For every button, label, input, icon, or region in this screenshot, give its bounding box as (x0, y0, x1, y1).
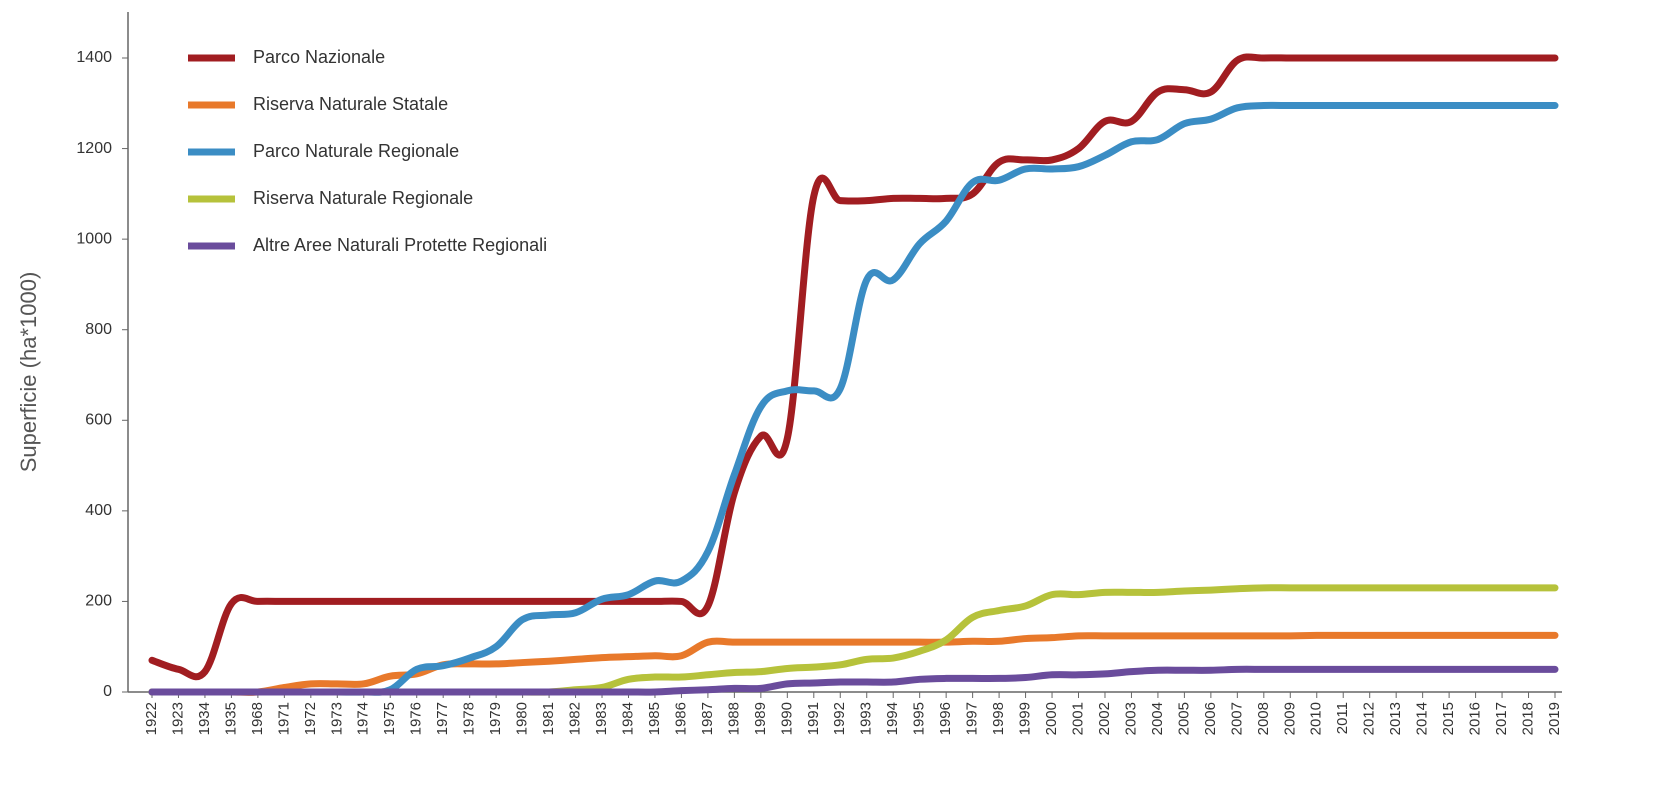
x-tick-label: 1972 (302, 702, 319, 735)
x-tick-label: 2010 (1308, 702, 1325, 735)
x-tick-label: 1974 (355, 702, 372, 735)
x-tick-label: 1981 (540, 702, 557, 735)
x-tick-label: 1980 (514, 702, 531, 735)
legend-label: Parco Naturale Regionale (253, 141, 459, 161)
x-tick-label: 2000 (1043, 702, 1060, 735)
y-tick-label: 400 (85, 502, 112, 519)
x-tick-label: 1982 (567, 702, 584, 735)
x-tick-label: 1998 (990, 702, 1007, 735)
legend-label: Riserva Naturale Regionale (253, 188, 473, 208)
x-tick-label: 1999 (1017, 702, 1034, 735)
x-tick-label: 1986 (672, 702, 689, 735)
x-tick-label: 1975 (381, 702, 398, 735)
legend-label: Altre Aree Naturali Protette Regionali (253, 235, 547, 255)
x-tick-label: 2009 (1281, 702, 1298, 735)
y-tick-label: 1200 (76, 140, 112, 157)
x-tick-label: 1985 (646, 702, 663, 735)
x-tick-label: 2005 (1175, 702, 1192, 735)
x-tick-label: 1935 (222, 702, 239, 735)
x-tick-label: 1979 (487, 702, 504, 735)
y-tick-label: 200 (85, 593, 112, 610)
x-tick-label: 1977 (434, 702, 451, 735)
x-tick-label: 1992 (831, 702, 848, 735)
x-tick-label: 1934 (196, 702, 213, 735)
x-tick-label: 1996 (937, 702, 954, 735)
x-tick-label: 2016 (1467, 702, 1484, 735)
x-tick-label: 1991 (805, 702, 822, 735)
legend-label: Riserva Naturale Statale (253, 94, 448, 114)
x-tick-label: 1997 (964, 702, 981, 735)
x-tick-label: 1984 (619, 702, 636, 735)
x-tick-label: 2013 (1387, 702, 1404, 735)
x-tick-label: 1990 (778, 702, 795, 735)
x-tick-label: 2017 (1493, 702, 1510, 735)
x-tick-label: 1987 (699, 702, 716, 735)
x-tick-label: 2015 (1440, 702, 1457, 735)
x-tick-label: 1968 (249, 702, 266, 735)
y-tick-label: 1000 (76, 230, 112, 247)
y-tick-label: 1400 (76, 49, 112, 66)
x-tick-label: 2006 (1202, 702, 1219, 735)
x-tick-label: 2011 (1334, 702, 1351, 734)
x-tick-label: 2002 (1096, 702, 1113, 735)
x-tick-label: 2012 (1361, 702, 1378, 735)
series-line (148, 53, 1559, 681)
series-line (148, 631, 1559, 696)
x-tick-label: 1983 (593, 702, 610, 735)
x-tick-label: 2018 (1519, 702, 1536, 735)
y-tick-label: 600 (85, 412, 112, 429)
x-tick-label: 1989 (752, 702, 769, 735)
x-tick-label: 2001 (1069, 702, 1086, 735)
legend: Parco Nazionale Riserva Naturale Statale P… (188, 47, 547, 255)
x-tick-label: 2014 (1414, 702, 1431, 735)
x-tick-label: 1978 (461, 702, 478, 735)
y-axis-label: Superficie (ha*1000) (16, 272, 41, 473)
x-tick-label: 1976 (408, 702, 425, 735)
x-tick-label: 1994 (884, 702, 901, 735)
legend-label: Parco Nazionale (253, 47, 385, 67)
x-tick-label: 1973 (328, 702, 345, 735)
x-tick-label: 2019 (1546, 702, 1563, 735)
x-tick-label: 1995 (911, 702, 928, 735)
x-tick-label: 2007 (1228, 702, 1245, 735)
x-tick-label: 1988 (725, 702, 742, 735)
x-tick-label: 1971 (275, 702, 292, 735)
x-tick-label: 2003 (1122, 702, 1139, 735)
series-line (148, 665, 1559, 696)
x-tick-label: 1922 (143, 702, 160, 735)
x-tick-label: 2004 (1149, 702, 1166, 735)
x-tick-label: 2008 (1255, 702, 1272, 735)
y-tick-label: 800 (85, 321, 112, 338)
x-tick-label: 1923 (169, 702, 186, 735)
y-tick-label: 0 (103, 683, 112, 700)
x-tick-label: 1993 (858, 702, 875, 735)
